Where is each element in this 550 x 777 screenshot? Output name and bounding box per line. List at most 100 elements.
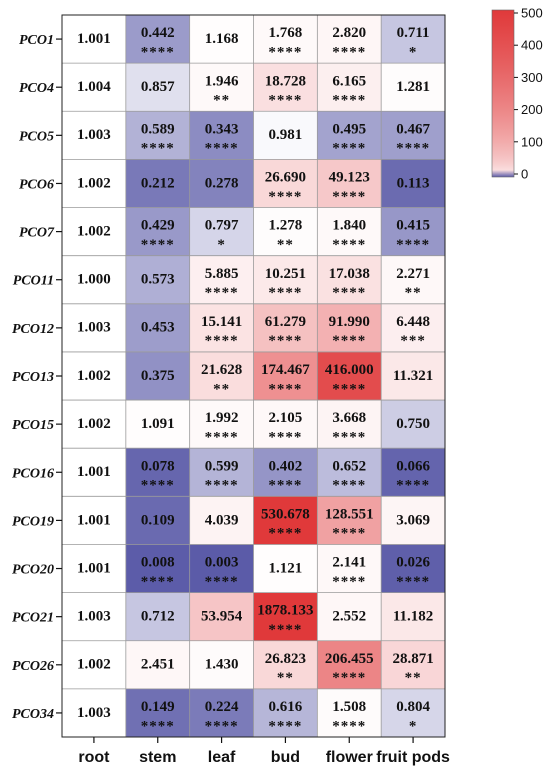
heatmap-cell [253, 111, 318, 160]
heatmap-cell [381, 544, 445, 593]
cell-value-label: 10.251 [265, 266, 306, 282]
heatmap-cell [317, 207, 382, 256]
cell-value-label: 0.467 [396, 121, 430, 137]
significance-label: **** [332, 574, 366, 590]
cell-value-label: 0.149 [141, 699, 175, 715]
heatmap-cell [189, 111, 254, 160]
cell-value-label: 416.000 [325, 362, 374, 378]
heatmap-cell [125, 688, 190, 737]
cell-value-label: 1.000 [77, 272, 111, 288]
heatmap-cell [62, 448, 126, 497]
row-label: PCO15 [12, 418, 54, 433]
significance-label: **** [332, 670, 366, 686]
cell-value-label: 18.728 [265, 73, 306, 89]
cell-value-label: 26.823 [265, 651, 306, 667]
cell-value-label: 0.109 [141, 512, 175, 528]
column-label: stem [139, 749, 176, 766]
heatmap-cell [125, 496, 190, 545]
heatmap-cell [62, 303, 126, 352]
heatmap-cell [381, 496, 445, 545]
heatmap-cell [317, 351, 382, 401]
heatmap-cell [317, 15, 382, 64]
cell-value-label: 0.797 [205, 218, 239, 234]
cell-value-label: 1.003 [77, 609, 111, 625]
significance-label: **** [332, 478, 366, 494]
significance-label: **** [332, 189, 366, 205]
significance-label: **** [268, 93, 302, 109]
significance-label: * [409, 718, 418, 734]
row-label: PCO20 [12, 563, 54, 578]
heatmap-cell [125, 400, 190, 449]
cell-value-label: 0.616 [269, 699, 303, 715]
cell-value-label: 1.768 [269, 25, 303, 41]
heatmap-cell [62, 111, 126, 160]
heatmap-cell [189, 255, 254, 304]
significance-label: **** [332, 333, 366, 349]
cell-value-label: 2.451 [141, 657, 175, 673]
cell-value-label: 0.078 [141, 458, 175, 474]
significance-label: **** [396, 237, 430, 253]
heatmap-cell [317, 303, 382, 352]
cell-value-label: 1.003 [77, 320, 111, 336]
significance-label: ** [213, 381, 230, 397]
significance-label: **** [268, 622, 302, 638]
cell-value-label: 91.990 [329, 314, 370, 330]
cell-value-label: 0.712 [141, 609, 175, 625]
heatmap-cell [189, 15, 254, 64]
heatmap-cell [253, 592, 318, 641]
cell-value-label: 0.573 [141, 272, 175, 288]
heatmap-cell [381, 255, 445, 304]
heatmap-cell [189, 592, 254, 641]
heatmap-cell [253, 544, 318, 593]
significance-label: **** [396, 478, 430, 494]
cell-value-label: 11.321 [393, 368, 433, 384]
column-labels: root stem leaf bud flower fruit pods [78, 737, 450, 766]
significance-label: **** [268, 285, 302, 301]
row-label: PCO5 [19, 129, 54, 144]
significance-label: **** [396, 141, 430, 157]
cell-value-label: 174.467 [261, 362, 310, 378]
significance-label: **** [205, 478, 239, 494]
heatmap-cell [253, 159, 318, 208]
significance-label: **** [141, 44, 175, 60]
cell-value-label: 6.165 [332, 73, 366, 89]
cell-value-label: 0.599 [205, 458, 239, 474]
row-label: PCO19 [12, 514, 54, 529]
cell-value-label: 1.992 [205, 410, 239, 426]
heatmap-cell [62, 351, 126, 401]
significance-label: **** [141, 718, 175, 734]
row-label: PCO21 [12, 611, 54, 626]
colorbar-tick-label: 0 [521, 167, 528, 182]
cell-value-label: 1.001 [77, 512, 111, 528]
cell-value-label: 1.002 [77, 223, 111, 239]
cell-value-label: 1.430 [205, 657, 239, 673]
cell-value-label: 1.946 [205, 73, 239, 89]
heatmap-cell [253, 688, 318, 737]
significance-label: **** [268, 718, 302, 734]
cell-value-label: 1.091 [141, 416, 175, 432]
heatmap-cell [62, 15, 126, 64]
colorbar-gradient [491, 9, 515, 178]
heatmap-cell [189, 688, 254, 737]
cell-value-label: 0.442 [141, 25, 175, 41]
heatmap-cell [253, 400, 318, 449]
heatmap-cell [189, 159, 254, 208]
cell-value-label: 1.001 [77, 31, 111, 47]
significance-label: **** [141, 237, 175, 253]
heatmap-cell [189, 351, 254, 401]
colorbar-tick-label: 500 [521, 6, 543, 21]
row-label: PCO1 [19, 33, 54, 48]
heatmap-cell [317, 63, 382, 112]
heatmap-cell [125, 255, 190, 304]
heatmap-cell [62, 688, 126, 737]
significance-label: *** [400, 333, 426, 349]
column-label: fruit pods [376, 749, 450, 766]
cell-value-label: 1.003 [77, 127, 111, 143]
significance-label: **** [268, 189, 302, 205]
heatmap-cell [381, 688, 445, 737]
heatmap-cell [317, 592, 382, 641]
cell-value-label: 0.429 [141, 218, 175, 234]
significance-label: **** [332, 93, 366, 109]
cell-value-label: 2.105 [269, 410, 303, 426]
heatmap-cell [317, 496, 382, 545]
